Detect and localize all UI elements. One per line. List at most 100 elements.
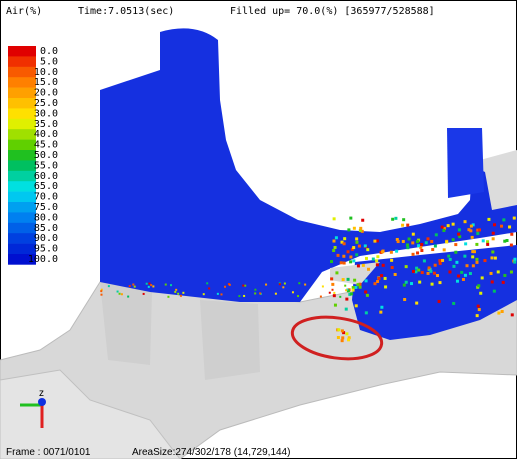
legend-label: 60.0 bbox=[34, 171, 58, 182]
speckle bbox=[361, 219, 364, 222]
speckle bbox=[320, 296, 322, 298]
legend-label: 55.0 bbox=[34, 160, 58, 171]
speckle bbox=[470, 225, 473, 228]
speckle bbox=[365, 257, 368, 260]
speckle bbox=[355, 304, 358, 307]
speckle bbox=[417, 244, 420, 247]
z-label: z bbox=[39, 388, 44, 399]
legend-swatch bbox=[8, 46, 36, 57]
speckle bbox=[170, 284, 172, 286]
z-axis bbox=[38, 398, 46, 406]
speckle bbox=[332, 289, 334, 291]
speckle bbox=[477, 284, 480, 287]
speckle bbox=[254, 292, 256, 294]
speckle bbox=[100, 294, 102, 296]
speckle bbox=[452, 265, 455, 268]
speckle bbox=[352, 286, 355, 289]
viewport: Air(%) Time:7.0513(sec) Filled up= 70.0(… bbox=[0, 0, 517, 459]
legend-label: 45.0 bbox=[34, 140, 58, 151]
speckle bbox=[406, 224, 409, 227]
legend-label: 95.0 bbox=[34, 244, 58, 255]
speckle bbox=[174, 291, 176, 293]
speckle bbox=[403, 284, 406, 287]
speckle bbox=[282, 286, 284, 288]
speckle bbox=[349, 255, 352, 258]
speckle bbox=[406, 246, 409, 249]
legend-label: 80.0 bbox=[34, 212, 58, 223]
legend-swatch bbox=[8, 192, 36, 203]
speckle bbox=[510, 233, 513, 236]
speckle bbox=[508, 225, 511, 228]
speckle bbox=[243, 295, 245, 297]
speckle bbox=[438, 281, 441, 284]
legend-swatch bbox=[8, 140, 36, 151]
speckle bbox=[366, 248, 369, 251]
speckle bbox=[150, 284, 152, 286]
speckle bbox=[447, 224, 450, 227]
speckle bbox=[337, 328, 340, 331]
speckle bbox=[403, 298, 406, 301]
speckle bbox=[353, 279, 356, 282]
legend-swatch bbox=[8, 171, 36, 182]
legend-swatch bbox=[8, 244, 36, 255]
speckle bbox=[354, 286, 357, 289]
speckle bbox=[143, 293, 145, 295]
area-label: AreaSize:274/302/178 (14,729,144) bbox=[132, 447, 290, 458]
speckle bbox=[429, 270, 432, 273]
speckle bbox=[426, 237, 429, 240]
speckle bbox=[390, 259, 393, 262]
speckle bbox=[487, 218, 490, 221]
speckle bbox=[411, 241, 414, 244]
speckle bbox=[464, 242, 467, 245]
speckle bbox=[365, 311, 368, 314]
speckle bbox=[343, 242, 346, 245]
legend-swatch bbox=[8, 56, 36, 67]
speckle bbox=[397, 240, 400, 243]
speckle bbox=[452, 238, 455, 241]
speckle bbox=[417, 269, 420, 272]
speckle bbox=[367, 268, 370, 271]
speckle bbox=[439, 262, 442, 265]
speckle bbox=[224, 286, 226, 288]
speckle bbox=[329, 292, 331, 294]
speckle bbox=[476, 232, 479, 235]
filled-tower bbox=[447, 128, 484, 198]
speckle bbox=[490, 256, 493, 259]
speckle bbox=[420, 243, 423, 246]
legend-swatch bbox=[8, 223, 36, 234]
speckle bbox=[442, 229, 445, 232]
speckle bbox=[410, 282, 413, 285]
speckle bbox=[497, 270, 500, 273]
speckle bbox=[357, 264, 360, 267]
speckle bbox=[244, 285, 246, 287]
legend-swatch bbox=[8, 202, 36, 213]
legend-label: 35.0 bbox=[34, 119, 58, 130]
legend-label: 85.0 bbox=[34, 223, 58, 234]
speckle bbox=[405, 265, 408, 268]
speckle bbox=[394, 217, 397, 220]
speckle bbox=[380, 306, 383, 309]
legend-label: 65.0 bbox=[34, 181, 58, 192]
speckle bbox=[376, 280, 379, 283]
speckle bbox=[353, 227, 356, 230]
speckle bbox=[347, 278, 350, 281]
speckle bbox=[460, 271, 463, 274]
speckle bbox=[382, 264, 385, 267]
speckle bbox=[358, 245, 361, 248]
legend-swatch bbox=[8, 119, 36, 130]
speckle bbox=[330, 260, 333, 263]
speckle bbox=[100, 290, 102, 292]
speckle bbox=[412, 270, 415, 273]
speckle bbox=[330, 277, 333, 280]
speckle bbox=[477, 305, 480, 308]
speckle bbox=[362, 264, 365, 267]
speckle bbox=[335, 236, 338, 239]
speckle bbox=[464, 274, 467, 277]
speckle bbox=[345, 298, 348, 301]
speckle bbox=[352, 289, 355, 292]
speckle bbox=[343, 262, 346, 265]
speckle bbox=[502, 218, 505, 221]
speckle bbox=[502, 281, 505, 284]
speckle bbox=[503, 274, 506, 277]
speckle bbox=[167, 296, 169, 298]
